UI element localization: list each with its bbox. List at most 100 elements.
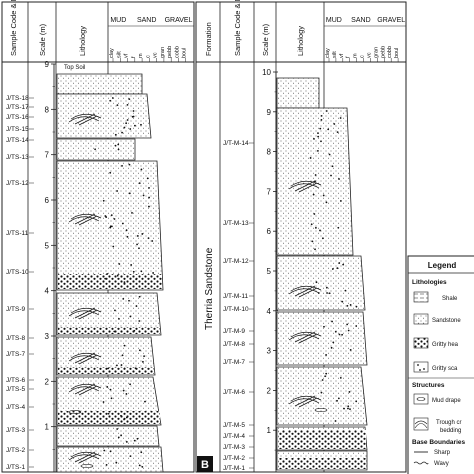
grain-size-label: cobb: [387, 46, 393, 58]
legend-shale-label: Shale: [442, 296, 458, 302]
grain-size-label: vc: [153, 52, 159, 58]
sample-code: J/T-M-8: [223, 341, 245, 348]
sample-code: J/TS-4: [6, 404, 26, 411]
sample-list-left: J/TS-18 J/TS-17 J/TS-16 J/TS-15 J/TS-14 J/TS-…: [6, 95, 34, 471]
sample-code: J/T-M-7: [223, 359, 245, 366]
lithology-bed: [56, 292, 162, 336]
coarse-base: [278, 430, 366, 449]
mud-drape: [68, 410, 82, 414]
scale-tick-label: 9: [45, 60, 50, 69]
sample-code: J/T-M-9: [223, 328, 245, 335]
mud-drape: [314, 408, 328, 412]
grain-size-label: gran: [160, 47, 166, 58]
sample-code: J/T-M-14: [223, 140, 249, 147]
grain-size-label: c: [360, 55, 366, 58]
trough-cross-bedding: [288, 331, 322, 344]
legend-panel: Legend Lithologies Shale Sandstone Gritt…: [407, 255, 474, 474]
grain-size-label: clay: [109, 48, 115, 58]
grain-size-label: gran: [373, 47, 379, 58]
scale-tick-label: 5: [267, 267, 272, 276]
lithology-bed: [276, 366, 368, 426]
legend-structures-heading: Structures: [412, 382, 445, 389]
grain-group-label: GRAVEL: [165, 17, 193, 24]
scale-axis-left: 1 2 3 4 5 6 7 8 9: [45, 60, 56, 472]
sample-code: J/T-M-2: [223, 455, 245, 462]
lithology-bed: [276, 77, 320, 109]
legend-mud-drape-swatch: [413, 393, 429, 405]
lithology-bed: [56, 446, 164, 473]
legend-sandstone-swatch: [413, 313, 429, 325]
sample-code: J/TS-12: [6, 180, 29, 187]
grain-size-label: m: [138, 53, 144, 58]
panel-letter: B: [201, 459, 209, 471]
scale-tick-label: 1: [45, 423, 50, 432]
scale-tick-label: 1: [267, 426, 272, 435]
scale-tick-label: 3: [45, 332, 50, 341]
scale-tick-label: 8: [267, 148, 272, 157]
sample-code: J/TS-7: [6, 351, 26, 358]
scale-tick-label: 4: [45, 287, 50, 296]
trough-cross-bedding: [288, 180, 322, 193]
sample-code: J/TS-14: [6, 137, 29, 144]
sample-code: J/T-M-11: [223, 293, 249, 300]
grain-size-label: f: [346, 56, 352, 58]
scale-tick-label: 10: [262, 68, 271, 77]
trough-cross-bedding: [68, 383, 102, 396]
grain-group-label: MUD: [326, 17, 342, 24]
scale-axis-right: 1 2 3 4 5 6 7 8 9 10: [262, 68, 278, 470]
grain-size-label: silt: [116, 51, 122, 58]
top-soil-label: Top Soil: [64, 65, 85, 71]
mud-drape: [80, 464, 94, 468]
grain-group-label: SAND: [351, 17, 370, 24]
sample-code: J/T-M-13: [223, 220, 249, 227]
sample-code: J/TS-5: [6, 386, 26, 393]
legend-title: Legend: [428, 261, 457, 270]
header-scale-left: Scale (m): [38, 23, 47, 56]
scale-tick-label: 5: [45, 241, 50, 250]
grain-group-label: SAND: [137, 17, 156, 24]
sample-code: J/TS-18: [6, 95, 29, 102]
sample-code: J/TS-15: [6, 126, 29, 133]
panel-letter-box: [197, 456, 213, 472]
lithology-bed: [56, 138, 136, 161]
trough-cross-bedding: [68, 113, 102, 126]
sample-code: J/T-M-12: [223, 258, 249, 265]
sample-code: J/TS-2: [6, 447, 26, 454]
grain-size-header-right: MUD SAND GRAVEL clay silt vf f m c vc gran pebb cobb…: [324, 17, 406, 62]
grain-size-label: vc: [366, 52, 372, 58]
sample-code: J/TS-8: [6, 335, 26, 342]
lithology-bed: [56, 93, 152, 139]
sample-code: J/TS-10: [6, 269, 29, 276]
sample-code: J/TS-1: [6, 464, 26, 471]
sample-code: J/TS-6: [6, 377, 26, 384]
legend-wavy-line: [413, 461, 429, 465]
grain-size-label: vf: [124, 53, 130, 58]
legend-sandstone-label: Sandstone: [432, 318, 461, 324]
scale-tick-label: 2: [45, 377, 50, 386]
header-sample-code-left: Sample Code & No.: [9, 0, 18, 56]
grain-size-label: pebb: [167, 46, 173, 58]
scale-tick-label: 9: [267, 108, 272, 117]
legend-gritty-scattered-swatch: [413, 361, 429, 373]
sample-code: J/T-M-1: [223, 465, 245, 472]
sample-code: J/T-M-6: [223, 389, 245, 396]
legend-gritty-scattered-label: Gritty sca: [432, 366, 458, 372]
grain-size-label: cobb: [174, 46, 180, 58]
trough-cross-bedding: [68, 352, 102, 365]
lithology-column-right: [276, 77, 368, 471]
coarse-base: [58, 367, 154, 374]
grain-size-label: m: [353, 53, 359, 58]
sample-code: J/TS-13: [6, 154, 29, 161]
scale-tick-label: 4: [267, 307, 272, 316]
legend-trough-swatch: [413, 417, 429, 431]
scale-tick-label: 3: [267, 347, 272, 356]
coarse-base: [58, 274, 162, 289]
legend-shale-swatch: [413, 291, 429, 303]
scale-tick-label: 7: [45, 151, 50, 160]
sample-list-right: J/T-M-14 J/T-M-13 J/T-M-12 J/T-M-11 J/T-M-10…: [223, 140, 254, 472]
trough-cross-bedding: [68, 213, 102, 226]
header-lithology-left: Lithology: [78, 26, 87, 56]
legend-gritty-heavy-label: Gritty hea: [432, 342, 459, 348]
sample-code: J/T-M-3: [223, 444, 245, 451]
